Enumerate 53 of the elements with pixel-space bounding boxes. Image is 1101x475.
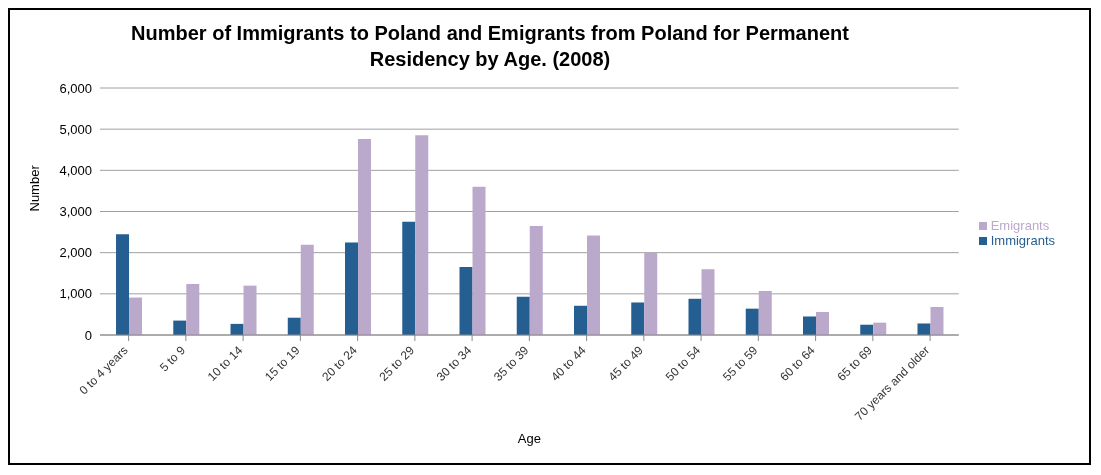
bar xyxy=(287,317,301,335)
x-tick-label: 60 to 64 xyxy=(777,342,818,384)
bar xyxy=(243,285,257,335)
x-tick-label: 35 to 39 xyxy=(490,342,532,384)
x-tick-label: 20 to 24 xyxy=(319,342,360,384)
bar xyxy=(300,244,314,335)
bar xyxy=(230,323,244,335)
x-tick-label: 55 to 59 xyxy=(719,342,761,384)
bar xyxy=(402,221,416,335)
bar xyxy=(345,242,359,335)
bar xyxy=(358,139,372,335)
x-tick-label: 30 to 34 xyxy=(433,342,475,384)
x-axis-title: Age xyxy=(517,431,541,446)
x-tick-label: 50 to 54 xyxy=(662,342,704,384)
bar xyxy=(745,308,759,335)
bar xyxy=(186,283,200,335)
chart-title: Number of Immigrants to Poland and Emigrants from Poland for Permanent Residency by Age. (2008) xyxy=(130,21,850,72)
bar xyxy=(758,290,772,335)
bar xyxy=(815,311,829,335)
bar xyxy=(587,235,600,335)
legend-label: Immigrants xyxy=(990,232,1055,248)
bar xyxy=(917,323,931,335)
bar xyxy=(930,307,944,335)
bar xyxy=(472,186,486,335)
bar xyxy=(415,135,429,335)
bar xyxy=(116,234,130,335)
y-tick-label: 4,000 xyxy=(59,162,92,178)
y-axis-title: Number xyxy=(26,164,42,212)
bar xyxy=(516,296,530,335)
y-tick-label: 2,000 xyxy=(59,245,92,261)
y-tick-label: 0 xyxy=(84,327,92,343)
bar xyxy=(129,297,143,335)
bar xyxy=(644,252,658,335)
y-tick-label: 3,000 xyxy=(59,204,92,220)
y-tick-label: 6,000 xyxy=(59,80,92,96)
bar xyxy=(574,305,587,335)
bar xyxy=(173,320,187,335)
bar xyxy=(459,267,473,335)
x-tick-label: 5 to 9 xyxy=(156,343,189,375)
x-tick-label: 25 to 29 xyxy=(376,342,418,384)
bar xyxy=(631,302,645,335)
x-tick-label: 10 to 14 xyxy=(204,342,246,384)
x-tick-label: 15 to 19 xyxy=(261,342,303,384)
bar xyxy=(688,298,702,335)
x-tick-label: 40 to 44 xyxy=(548,342,589,384)
bar xyxy=(529,225,543,335)
bar xyxy=(802,316,816,335)
x-tick-label: 65 to 69 xyxy=(834,342,876,384)
bar xyxy=(701,269,715,335)
y-tick-label: 5,000 xyxy=(59,121,92,137)
x-tick-label: 45 to 49 xyxy=(605,342,647,384)
legend-label: Emigrants xyxy=(990,217,1050,233)
y-tick-label: 1,000 xyxy=(59,286,92,302)
